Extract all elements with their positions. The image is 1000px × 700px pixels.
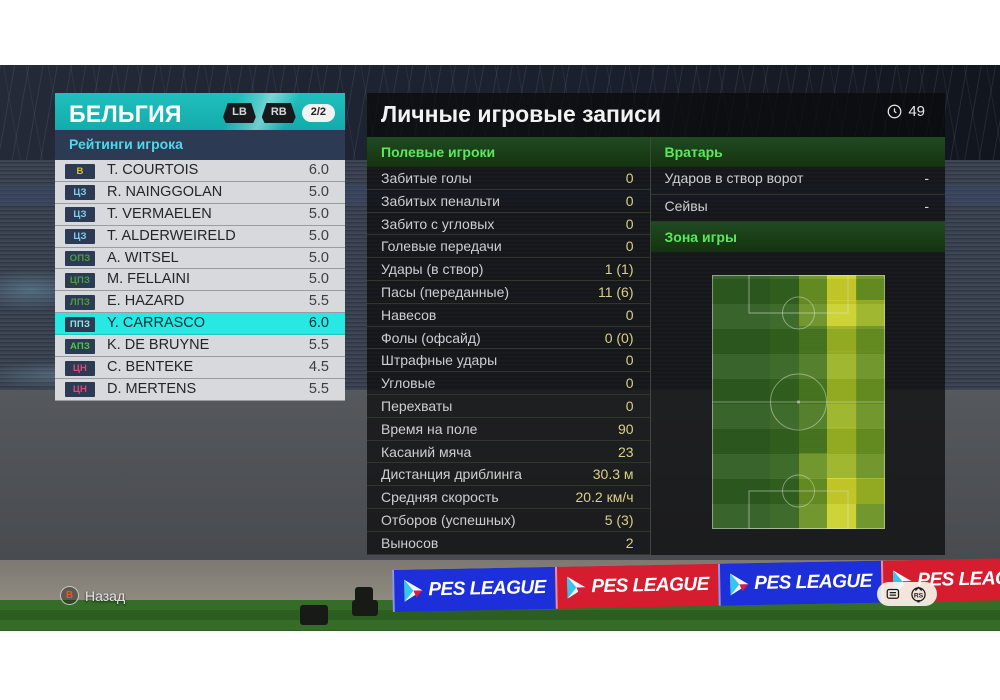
svg-text:RS: RS	[914, 592, 924, 599]
